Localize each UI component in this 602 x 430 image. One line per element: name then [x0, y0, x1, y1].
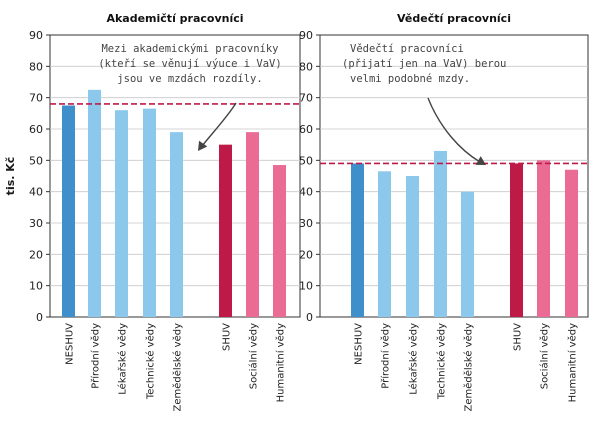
x-category-label: Sociální vědy	[248, 323, 260, 389]
y-tick-label: 30	[299, 217, 313, 230]
bar	[115, 110, 128, 317]
y-axis-label: tis. Kč	[4, 157, 17, 196]
bar	[461, 191, 474, 317]
bar	[143, 108, 156, 317]
bar	[273, 165, 286, 317]
y-tick-label: 40	[299, 186, 313, 199]
annotation-line: Vědečtí pracovníci	[350, 43, 464, 55]
x-category-label: SHUV	[222, 323, 233, 351]
x-category-label: Přírodní vědy	[380, 323, 392, 389]
y-tick-label: 50	[299, 154, 313, 167]
bar	[434, 150, 447, 317]
chart-title: Akademičtí pracovníci	[106, 12, 243, 25]
y-tick-label: 80	[299, 60, 313, 73]
annotation-line: jsou ve mzdách rozdíly.	[117, 73, 262, 85]
annotation-arrowhead	[475, 156, 486, 165]
annotation-line: velmi podobné mzdy.	[350, 73, 470, 85]
y-tick-label: 40	[29, 186, 43, 199]
x-category-label: Zemědělské vědy	[463, 323, 475, 412]
y-tick-label: 10	[299, 280, 313, 293]
annotation-arrowhead	[198, 140, 208, 151]
chart-title: Vědečtí pracovníci	[397, 12, 511, 25]
chart-panel-2: 0 10 20 30 40 50 60 70 80 90 Vědečtí pracovníci NES…	[299, 12, 589, 412]
y-tick-label: 0	[306, 311, 313, 324]
y-tick-label: 0	[36, 311, 43, 324]
y-tick-label: 90	[29, 29, 43, 42]
y-tick-label: 80	[29, 60, 43, 73]
bar	[246, 132, 259, 317]
bar	[406, 176, 419, 317]
bar	[219, 144, 232, 317]
bar	[510, 163, 523, 317]
annotation-arrow	[201, 102, 237, 147]
x-category-label: Lékařské vědy	[117, 323, 129, 395]
x-category-label: NESHUV	[354, 323, 365, 365]
bar	[170, 132, 183, 317]
x-category-label: Humanitní vědy	[275, 323, 287, 402]
y-tick-label: 10	[29, 280, 43, 293]
annotation-line: (přijatí jen na VaV) berou	[342, 58, 506, 70]
y-tick-label: 20	[29, 248, 43, 261]
x-category-label: Humanitní vědy	[567, 323, 579, 402]
annotation-line: (kteří se věnují výuce i VaV)	[98, 58, 281, 70]
y-tick-label: 30	[29, 217, 43, 230]
y-tick-label: 60	[29, 123, 43, 136]
plot-frame	[319, 34, 589, 318]
y-tick-label: 60	[299, 123, 313, 136]
chart-panel-1: 0 10 20 30 40 50 60 70 80 90 Akademičtí pracovníci…	[29, 12, 301, 412]
x-category-label: SHUV	[513, 323, 524, 351]
y-tick-label: 70	[29, 92, 43, 105]
bar	[88, 89, 101, 317]
bar	[62, 105, 75, 317]
bar	[537, 160, 550, 317]
x-category-label: Technické vědy	[436, 323, 448, 400]
x-category-label: Technické vědy	[145, 323, 157, 400]
y-tick-label: 70	[299, 92, 313, 105]
bar	[378, 171, 391, 317]
y-tick-label: 90	[299, 29, 313, 42]
bar	[565, 169, 578, 317]
annotation-line: Mezi akademickými pracovníky	[101, 43, 278, 55]
bar	[351, 163, 364, 317]
y-tick-label: 20	[299, 248, 313, 261]
x-category-label: Zemědělské vědy	[172, 323, 184, 412]
x-category-label: Přírodní vědy	[90, 323, 102, 389]
annotation-arrow	[427, 97, 481, 163]
x-category-label: NESHUV	[65, 323, 76, 365]
x-category-label: Lékařské vědy	[408, 323, 420, 395]
x-category-label: Sociální vědy	[539, 323, 551, 389]
y-tick-label: 50	[29, 154, 43, 167]
